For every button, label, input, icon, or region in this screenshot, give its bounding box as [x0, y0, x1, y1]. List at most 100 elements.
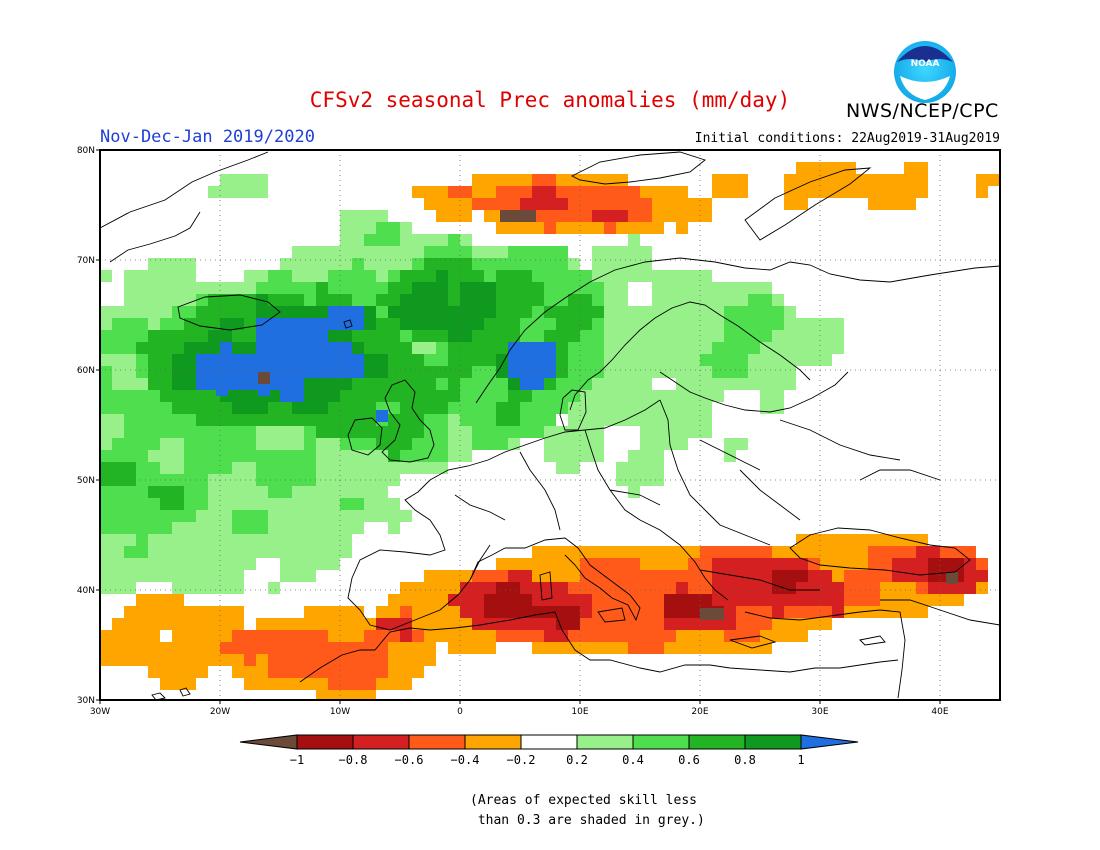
anomaly-cell: [148, 450, 160, 462]
anomaly-cell: [220, 510, 232, 522]
anomaly-cell: [436, 570, 448, 582]
anomaly-cell: [268, 402, 280, 414]
anomaly-cell: [988, 174, 1000, 186]
anomaly-cell: [652, 330, 664, 342]
anomaly-cell: [580, 330, 592, 342]
anomaly-cell: [544, 630, 556, 642]
anomaly-cell: [340, 618, 352, 630]
anomaly-cell: [148, 534, 160, 546]
anomaly-cell: [616, 594, 628, 606]
anomaly-cell: [520, 174, 532, 186]
anomaly-cell: [124, 414, 136, 426]
anomaly-cell: [472, 390, 484, 402]
anomaly-cell: [664, 402, 676, 414]
anomaly-cell: [796, 162, 808, 174]
anomaly-cell: [328, 306, 340, 318]
anomaly-cell: [472, 570, 484, 582]
anomaly-cell: [100, 390, 112, 402]
anomaly-cell: [640, 558, 652, 570]
anomaly-cell: [112, 618, 124, 630]
anomaly-cell: [520, 222, 532, 234]
anomaly-cell: [524, 210, 536, 222]
anomaly-cell: [496, 606, 508, 618]
anomaly-cell: [592, 198, 604, 210]
anomaly-cell: [760, 606, 772, 618]
anomaly-cell: [904, 606, 916, 618]
lon-tick-label: 30W: [90, 707, 110, 717]
anomaly-cell: [316, 630, 328, 642]
anomaly-cell: [532, 642, 544, 654]
anomaly-cell: [724, 642, 736, 654]
anomaly-cell: [448, 258, 460, 270]
anomaly-cell: [160, 666, 172, 678]
anomaly-cell: [268, 414, 280, 426]
anomaly-cell: [472, 378, 484, 390]
anomaly-cell: [460, 402, 472, 414]
anomaly-cell: [784, 318, 796, 330]
anomaly-cell: [280, 462, 292, 474]
anomaly-cell: [472, 282, 484, 294]
anomaly-cell: [256, 654, 268, 666]
anomaly-cell: [316, 618, 328, 630]
anomaly-cell: [172, 258, 184, 270]
anomaly-cell: [592, 390, 604, 402]
anomaly-cell: [544, 618, 556, 630]
anomaly-cell: [100, 270, 112, 282]
anomaly-cell: [568, 198, 580, 210]
anomaly-cell: [280, 270, 292, 282]
anomaly-cell: [460, 582, 472, 594]
anomaly-cell: [664, 426, 676, 438]
anomaly-cell: [172, 366, 184, 378]
anomaly-cell: [172, 666, 184, 678]
anomaly-cell: [328, 474, 340, 486]
anomaly-cell: [376, 666, 388, 678]
anomaly-map: [100, 150, 1000, 700]
anomaly-cell: [940, 582, 952, 594]
anomaly-cell: [184, 498, 196, 510]
anomaly-cell: [448, 234, 460, 246]
anomaly-cell: [580, 570, 592, 582]
anomaly-cell: [556, 438, 568, 450]
anomaly-cell: [916, 570, 928, 582]
anomaly-cell: [400, 606, 412, 618]
anomaly-cell: [340, 486, 352, 498]
anomaly-cell: [184, 654, 196, 666]
anomaly-cell: [136, 402, 148, 414]
anomaly-cell: [688, 270, 700, 282]
anomaly-cell: [208, 438, 220, 450]
anomaly-cell: [568, 618, 580, 630]
anomaly-cell: [592, 642, 604, 654]
anomaly-cell: [424, 414, 436, 426]
anomaly-cell: [388, 426, 400, 438]
anomaly-cell: [148, 570, 160, 582]
anomaly-cell: [160, 282, 172, 294]
anomaly-cell: [472, 186, 484, 198]
anomaly-cell: [268, 618, 280, 630]
anomaly-cell: [220, 582, 232, 594]
anomaly-cell: [258, 384, 270, 396]
anomaly-cell: [448, 210, 460, 222]
anomaly-cell: [952, 594, 964, 606]
anomaly-cell: [148, 426, 160, 438]
anomaly-cell: [232, 618, 244, 630]
lat-tick-label: 30N: [77, 696, 95, 706]
anomaly-cell: [256, 486, 268, 498]
anomaly-cell: [544, 414, 556, 426]
anomaly-cell: [112, 474, 124, 486]
anomaly-cell: [652, 570, 664, 582]
anomaly-cell: [400, 642, 412, 654]
anomaly-cell: [136, 342, 148, 354]
anomaly-cell: [772, 570, 784, 582]
anomaly-cell: [796, 582, 808, 594]
anomaly-cell: [364, 426, 376, 438]
anomaly-cell: [136, 282, 148, 294]
colorbar-label: −0.4: [451, 753, 480, 767]
anomaly-cell: [904, 162, 916, 174]
anomaly-cell: [724, 594, 736, 606]
anomaly-cell: [724, 558, 736, 570]
anomaly-cell: [568, 222, 580, 234]
anomaly-cell: [172, 654, 184, 666]
anomaly-cell: [460, 630, 472, 642]
anomaly-cell: [484, 402, 496, 414]
anomaly-cell: [844, 534, 856, 546]
